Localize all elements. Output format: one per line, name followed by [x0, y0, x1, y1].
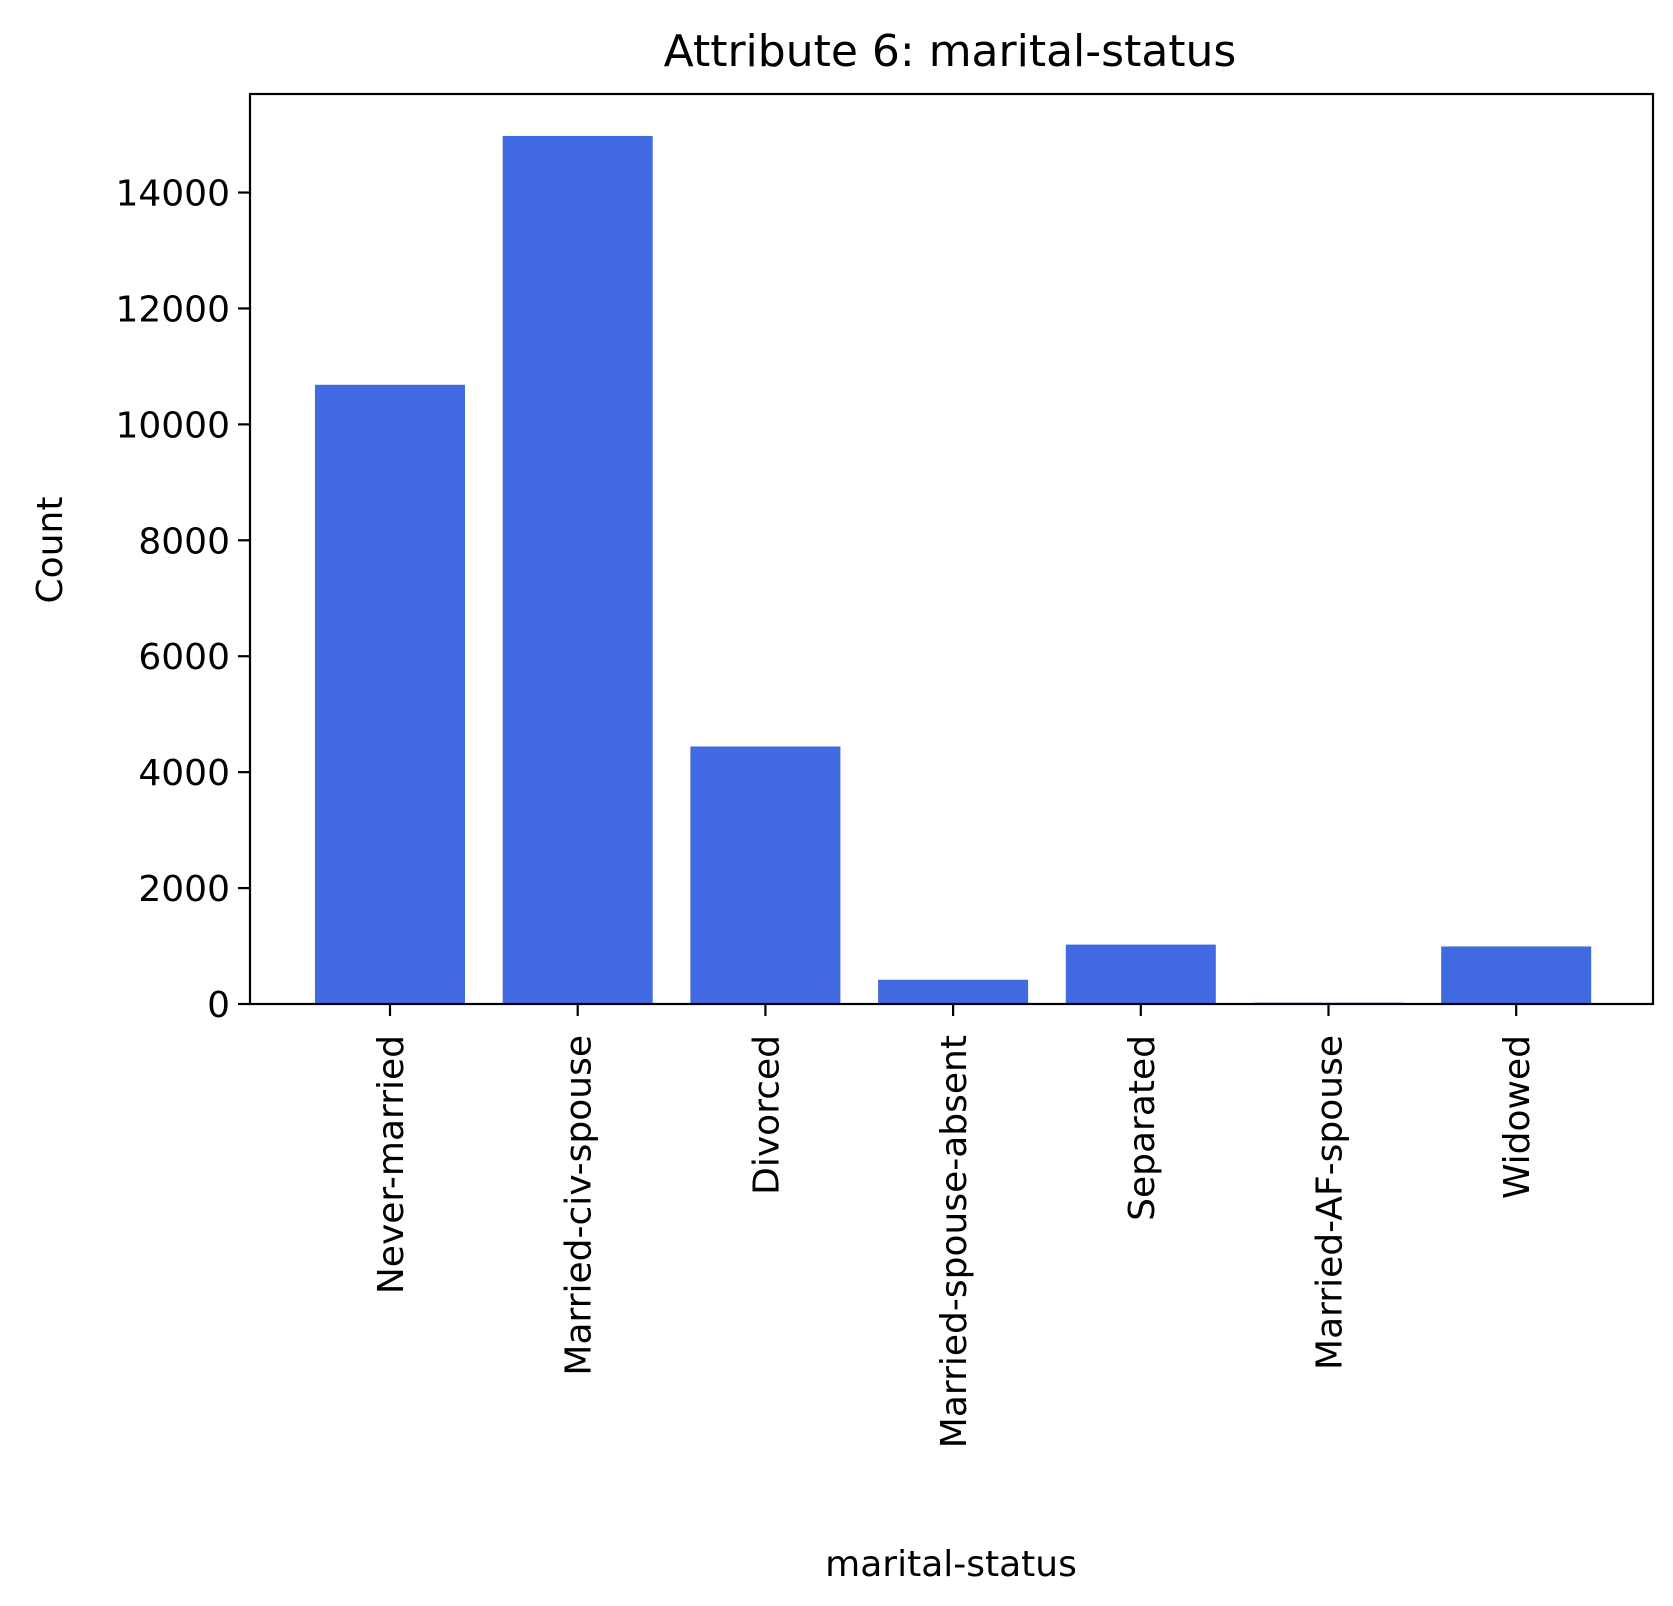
x-tick-label: Widowed	[1497, 1035, 1538, 1199]
y-axis-label: Count	[30, 497, 71, 604]
x-axis-ticks: Never-married Married-civ-spouse Divorced M…	[371, 1004, 1538, 1448]
x-tick-label: Married-AF-spouse	[1310, 1035, 1351, 1370]
y-tick-label: 14000	[115, 174, 230, 215]
x-tick-label: Married-civ-spouse	[559, 1035, 600, 1376]
x-axis-label: marital-status	[825, 1544, 1077, 1585]
y-tick-label: 10000	[115, 405, 230, 446]
y-tick-label: 0	[207, 985, 230, 1026]
bars-group	[315, 135, 1592, 1004]
bar-separated	[1065, 944, 1216, 1004]
plot-frame	[248, 92, 1655, 1006]
x-tick-label: Divorced	[746, 1035, 787, 1195]
bar-married-civ-spouse	[502, 135, 653, 1004]
chart-title: Attribute 6: marital-status	[664, 26, 1237, 77]
x-tick-label: Separated	[1122, 1035, 1163, 1221]
y-tick-label: 8000	[138, 521, 230, 562]
bar-never-married	[315, 384, 465, 1004]
y-tick-label: 4000	[138, 753, 230, 794]
bar-widowed	[1441, 946, 1592, 1004]
y-tick-label: 2000	[138, 869, 230, 910]
x-tick-label: Married-spouse-absent	[934, 1035, 975, 1448]
bar-married-spouse-absent	[878, 979, 1029, 1004]
y-tick-label: 12000	[115, 289, 230, 330]
bar-divorced	[690, 746, 841, 1004]
y-tick-label: 6000	[138, 637, 230, 678]
y-axis-ticks: 0 2000 4000 6000 8000 10000 12000 14000	[115, 174, 250, 1026]
x-tick-label: Never-married	[371, 1035, 412, 1294]
